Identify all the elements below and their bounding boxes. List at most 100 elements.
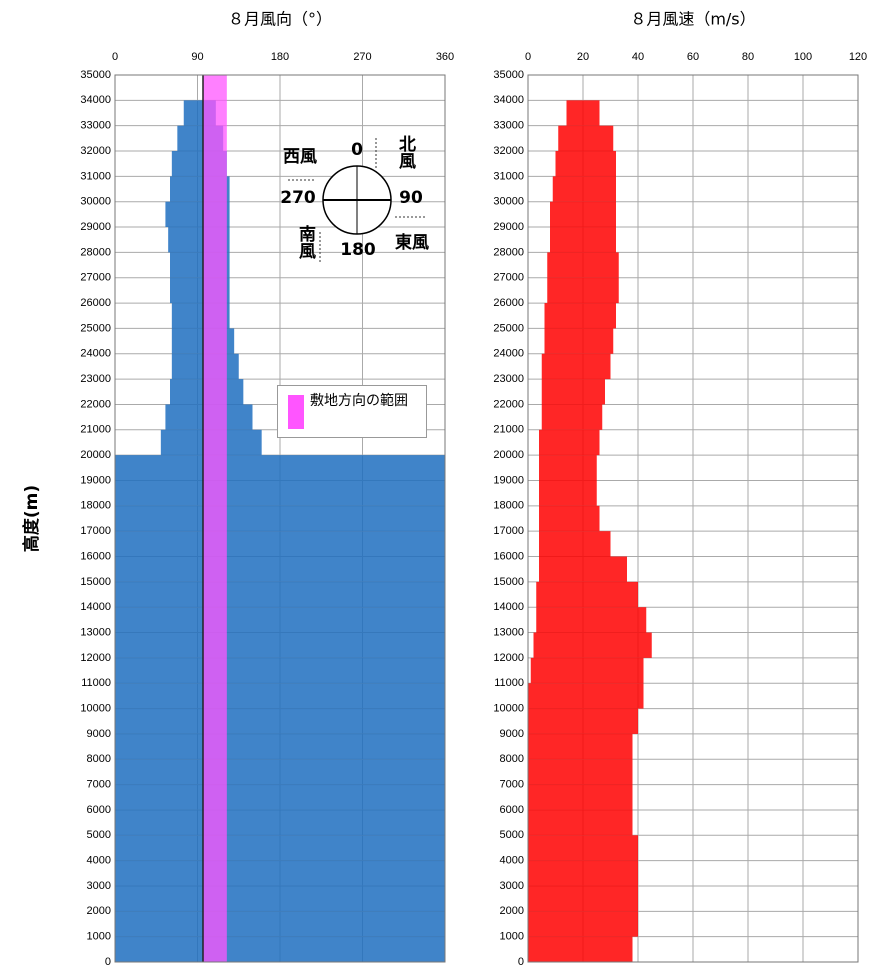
point-cloud [541, 379, 605, 405]
y-tick-label: 17000 [493, 525, 524, 537]
point-cloud [528, 759, 633, 785]
y-tick-label: 18000 [493, 500, 524, 512]
y-tick-label: 1000 [500, 931, 524, 943]
y-tick-label: 26000 [493, 297, 524, 309]
y-axis-label: 高度(m) [21, 485, 42, 552]
point-cloud [528, 911, 638, 937]
y-tick-label: 21000 [493, 424, 524, 436]
x-tick-label: 40 [632, 51, 644, 63]
point-cloud [528, 835, 638, 861]
y-tick-label: 16000 [493, 550, 524, 562]
y-tick-label: 25000 [80, 322, 111, 334]
point-cloud [533, 632, 652, 658]
y-tick-label: 15000 [80, 576, 111, 588]
y-tick-label: 21000 [80, 424, 111, 436]
y-tick-label: 19000 [493, 474, 524, 486]
point-cloud [115, 607, 445, 633]
y-tick-label: 22000 [80, 398, 111, 410]
y-tick-label: 13000 [493, 626, 524, 638]
x-tick-label: 0 [112, 51, 118, 63]
x-tick-label: 0 [525, 51, 531, 63]
y-tick-label: 11000 [81, 677, 111, 689]
point-cloud [115, 911, 445, 937]
y-tick-label: 29000 [493, 221, 524, 233]
point-cloud [528, 683, 644, 709]
y-tick-label: 8000 [87, 753, 111, 765]
x-tick-label: 360 [436, 51, 454, 63]
y-tick-label: 31000 [493, 170, 524, 182]
y-tick-label: 22000 [493, 398, 524, 410]
y-tick-label: 14000 [80, 601, 111, 613]
plot-frame [527, 74, 859, 963]
point-cloud [115, 885, 445, 912]
y-tick-label: 6000 [87, 804, 111, 816]
point-cloud [528, 733, 633, 760]
point-cloud [550, 201, 616, 228]
x-tick-label: 20 [577, 51, 589, 63]
point-cloud [115, 809, 445, 836]
y-tick-label: 13000 [80, 626, 111, 638]
point-cloud [539, 556, 627, 582]
annotation: 90 [399, 188, 423, 208]
point-cloud [115, 936, 445, 962]
point-cloud [544, 303, 616, 329]
annotation: 0 [351, 140, 363, 160]
point-cloud [541, 353, 611, 380]
y-tick-label: 24000 [493, 348, 524, 360]
point-cloud [536, 607, 647, 633]
y-tick-label: 3000 [87, 880, 111, 892]
chart-title: ８月風向（°） [228, 10, 332, 29]
y-tick-label: 33000 [80, 120, 111, 132]
y-tick-label: 24000 [80, 348, 111, 360]
point-cloud [528, 809, 633, 836]
point-cloud [550, 227, 616, 253]
y-tick-label: 0 [105, 956, 111, 965]
chart-title: ８月風速（m/s） [630, 10, 755, 29]
x-tick-label: 180 [271, 51, 289, 63]
y-tick-label: 31000 [80, 170, 111, 182]
y-tick-label: 2000 [500, 905, 524, 917]
y-tick-label: 34000 [80, 94, 111, 106]
annotation: 270 [280, 188, 316, 208]
point-cloud [115, 733, 445, 760]
y-tick-label: 32000 [80, 145, 111, 157]
y-tick-label: 9000 [500, 728, 524, 740]
y-tick-label: 11000 [494, 677, 524, 689]
y-tick-label: 2000 [87, 905, 111, 917]
y-tick-label: 30000 [80, 196, 111, 208]
x-tick-label: 90 [191, 51, 203, 63]
y-tick-label: 16000 [80, 550, 111, 562]
point-cloud [115, 632, 445, 658]
y-tick-label: 0 [518, 956, 524, 965]
point-cloud [539, 531, 611, 557]
y-tick-label: 33000 [493, 120, 524, 132]
y-tick-label: 18000 [80, 500, 111, 512]
point-cloud [115, 759, 445, 785]
annotation: 西風 [283, 147, 317, 167]
annotation: 北風 [395, 135, 416, 170]
y-tick-label: 35000 [80, 69, 111, 81]
annotation: 南風 [295, 224, 316, 260]
x-tick-label: 80 [742, 51, 754, 63]
y-tick-label: 7000 [500, 779, 524, 791]
x-tick-label: 270 [353, 51, 371, 63]
point-cloud [528, 936, 633, 962]
point-cloud [115, 657, 445, 684]
y-tick-label: 3000 [500, 880, 524, 892]
y-tick-label: 34000 [493, 94, 524, 106]
point-cloud [544, 328, 614, 354]
point-cloud [115, 835, 445, 861]
y-tick-label: 27000 [80, 272, 111, 284]
y-tick-label: 28000 [80, 246, 111, 258]
point-cloud [566, 100, 600, 126]
y-tick-label: 4000 [500, 855, 524, 867]
legend-swatch [288, 395, 304, 429]
point-cloud [541, 404, 603, 430]
y-tick-label: 5000 [500, 829, 524, 841]
y-tick-label: 15000 [493, 576, 524, 588]
legend: 敷地方向の範囲 [277, 385, 427, 438]
annotation: 東風 [395, 232, 429, 253]
point-cloud [115, 455, 445, 481]
point-cloud [115, 581, 445, 608]
